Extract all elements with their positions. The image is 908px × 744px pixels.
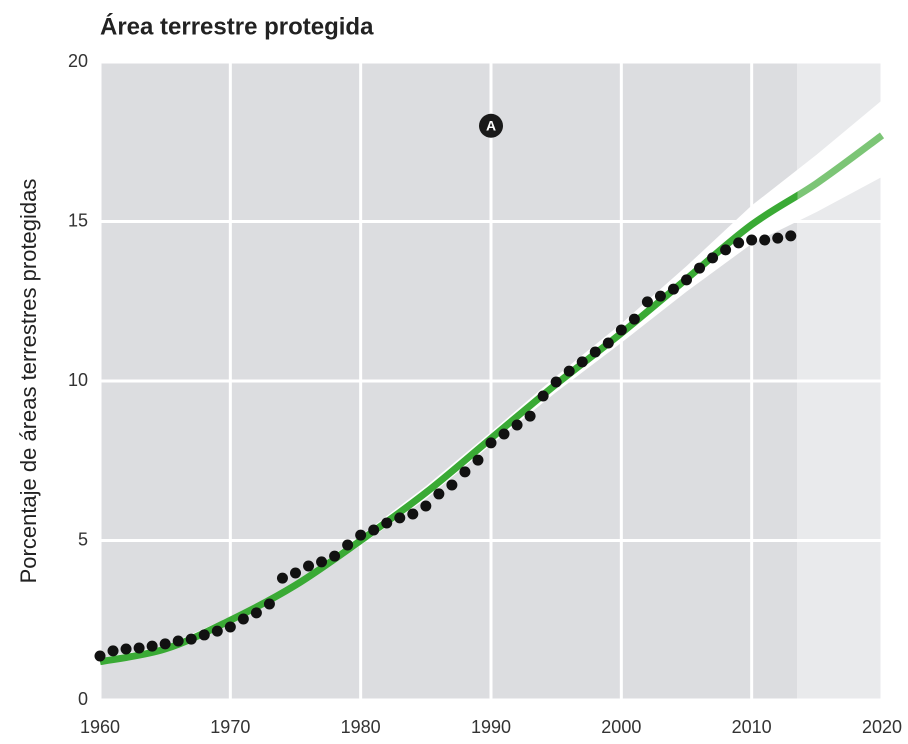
x-tick-label: 2000 [601, 717, 641, 737]
data-point [355, 529, 367, 541]
data-point [185, 633, 197, 645]
data-point [211, 625, 223, 637]
data-point [290, 567, 301, 579]
data-point [303, 560, 315, 572]
data-point [172, 635, 184, 647]
data-point [342, 539, 354, 551]
chart-title: Área terrestre protegida [100, 12, 374, 40]
data-point [237, 613, 249, 625]
data-point [433, 488, 445, 500]
x-tick-label: 2020 [862, 717, 902, 737]
data-point [537, 390, 549, 402]
data-point [120, 643, 132, 655]
data-point [368, 524, 380, 536]
data-point [198, 629, 210, 641]
data-point [720, 244, 732, 256]
data-point [759, 234, 771, 246]
data-point [159, 638, 171, 650]
data-point [733, 237, 745, 249]
data-point [107, 645, 119, 657]
data-point [628, 313, 640, 325]
y-tick-label: 15 [68, 210, 88, 230]
data-point [785, 230, 797, 242]
data-point [407, 508, 419, 520]
data-point [446, 479, 458, 491]
data-point [511, 419, 523, 431]
data-point [459, 466, 471, 478]
trend-line [99, 132, 885, 666]
data-point [654, 290, 666, 302]
x-tick-label: 1990 [471, 717, 511, 737]
y-tick-label: 5 [78, 529, 88, 549]
data-point [746, 234, 758, 246]
x-tick-label: 2010 [732, 717, 772, 737]
annotation-label: A [486, 118, 496, 134]
data-point [550, 376, 562, 388]
data-point [524, 410, 536, 422]
data-point [602, 337, 614, 349]
data-point [498, 428, 510, 440]
data-point [641, 296, 653, 308]
data-point [707, 252, 719, 264]
data-point [394, 512, 406, 524]
data-point [694, 262, 706, 274]
data-point [420, 500, 432, 512]
data-point [224, 621, 236, 633]
data-point [94, 650, 106, 662]
data-point [485, 437, 497, 449]
data-point [472, 454, 484, 466]
data-point [615, 324, 627, 336]
data-point [381, 517, 393, 529]
x-tick-label: 1980 [341, 717, 381, 737]
data-point [146, 640, 158, 652]
data-point [133, 642, 145, 654]
data-point [667, 283, 679, 295]
y-tick-label: 20 [68, 51, 88, 71]
data-point [329, 550, 341, 562]
y-tick-label: 0 [78, 689, 88, 709]
y-tick-label: 10 [68, 370, 88, 390]
data-point [316, 556, 328, 568]
x-tick-label: 1970 [210, 717, 250, 737]
data-point [263, 598, 275, 610]
data-point [276, 572, 288, 584]
y-axis-label: Porcentaje de áreas terrestres protegida… [16, 179, 41, 584]
annotation-marker [479, 113, 503, 138]
data-point [589, 346, 601, 358]
data-point [576, 356, 588, 368]
data-point [772, 232, 784, 244]
data-point [563, 365, 575, 377]
x-tick-label: 1960 [80, 717, 120, 737]
data-point [681, 274, 692, 286]
data-point [250, 607, 262, 619]
